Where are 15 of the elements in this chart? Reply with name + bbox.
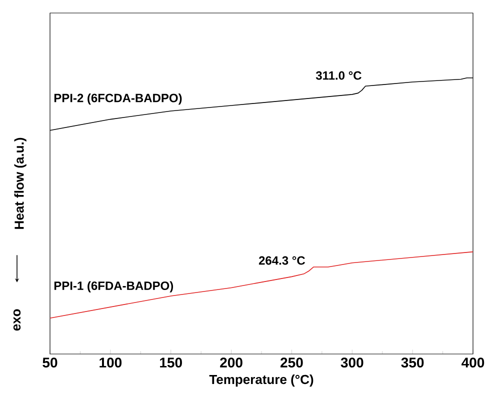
x-tick-label: 150 bbox=[160, 358, 182, 368]
x-tick-label: 300 bbox=[340, 358, 364, 368]
x-tick-label: 250 bbox=[280, 358, 303, 368]
x-tick-label: 400 bbox=[462, 358, 484, 368]
annotation: 311.0 °C bbox=[316, 71, 362, 80]
text: exo bbox=[13, 309, 21, 331]
x-axis-title: Temperature (°C) bbox=[209, 374, 314, 387]
x-tick-label: 350 bbox=[401, 358, 424, 368]
x-tick-label: 100 bbox=[100, 358, 122, 368]
annotation: 264.3 °C bbox=[258, 256, 306, 265]
series-label: PPI-1 (6FDA-BADPO) bbox=[54, 281, 174, 292]
y-axis-title: Heat flow (a.u.) bbox=[14, 138, 26, 229]
series-label: PPI-2 (6FCDA-BADPO) bbox=[54, 93, 182, 105]
x-tick-label: 50 bbox=[42, 358, 58, 368]
x-tick-label: 200 bbox=[220, 358, 242, 368]
